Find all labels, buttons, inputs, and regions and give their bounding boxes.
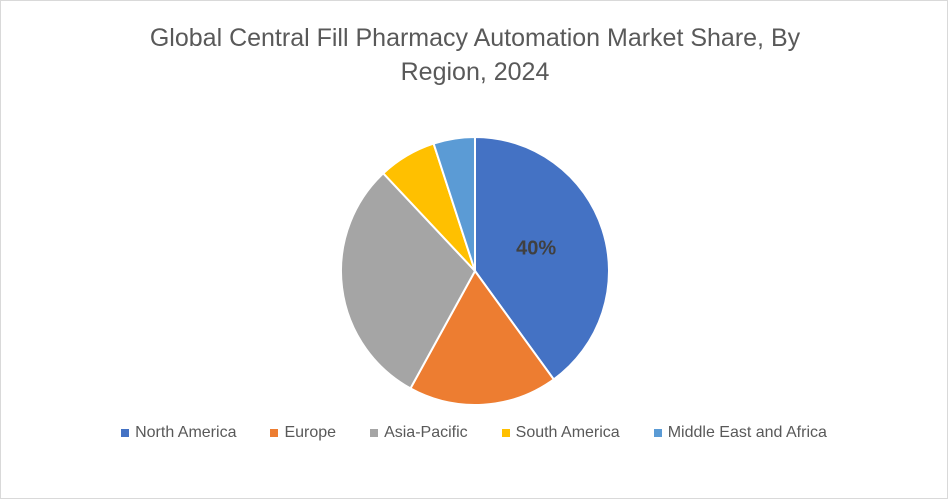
legend-item: Middle East and Africa [653, 424, 827, 442]
legend-label: Asia-Pacific [384, 424, 468, 441]
legend: North America Europe Asia-Pacific South Ame… [1, 424, 947, 442]
legend-label: Europe [284, 424, 337, 441]
legend-label: North America [135, 424, 237, 441]
legend-swatch [501, 429, 510, 437]
legend-label: South America [515, 424, 620, 441]
legend-item: Europe [270, 424, 336, 442]
legend-swatch [653, 429, 662, 437]
legend-swatch [270, 429, 279, 437]
legend-swatch [121, 429, 130, 437]
legend-label: Middle East and Africa [667, 424, 827, 441]
legend-item: South America [501, 424, 620, 442]
data-label: 40% [516, 237, 556, 259]
pie-slice [409, 269, 556, 406]
pie-slice [474, 135, 610, 381]
pie-slice [432, 135, 476, 272]
legend-swatch [370, 429, 379, 437]
legend-item: North America [121, 424, 236, 442]
chart-title: Global Central Fill Pharmacy Automation … [149, 24, 801, 86]
pie-slice [340, 171, 477, 390]
legend-item: Asia-Pacific [370, 424, 468, 442]
